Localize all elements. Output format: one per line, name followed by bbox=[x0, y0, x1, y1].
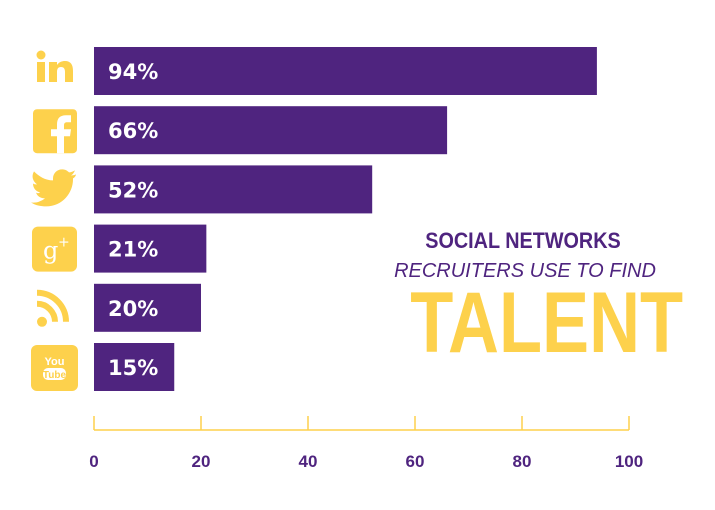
chart-headline: TALENT bbox=[410, 275, 684, 371]
chart-subtitle: RECRUITERS USE TO FIND bbox=[394, 260, 656, 282]
bar-facebook bbox=[94, 106, 448, 155]
twitter-icon bbox=[31, 169, 76, 207]
google-plus-icon: g + bbox=[32, 226, 77, 272]
bar-value-label: 15% bbox=[108, 356, 158, 380]
x-tick-label: 60 bbox=[406, 452, 425, 471]
facebook-icon bbox=[33, 109, 77, 154]
bar-value-label: 21% bbox=[108, 238, 158, 262]
svg-text:You: You bbox=[45, 356, 65, 368]
bar-google bbox=[94, 224, 207, 273]
x-tick-label: 100 bbox=[615, 452, 643, 471]
svg-text:Tube: Tube bbox=[43, 370, 67, 381]
chart-title: SOCIAL NETWORKS bbox=[425, 228, 621, 253]
youtube-icon: You Tube bbox=[31, 345, 78, 391]
svg-text:g: g bbox=[43, 237, 58, 265]
x-tick-label: 0 bbox=[89, 452, 98, 471]
bar-youtube bbox=[94, 343, 175, 391]
bar-linkedin bbox=[94, 47, 597, 95]
bar-value-label: 52% bbox=[108, 178, 158, 202]
bar-rss bbox=[94, 283, 201, 332]
x-tick-label: 40 bbox=[299, 452, 318, 471]
bar-value-label: 20% bbox=[108, 297, 158, 321]
bar-twitter bbox=[94, 165, 373, 214]
bar-value-label: 94% bbox=[108, 60, 158, 84]
x-tick-label: 80 bbox=[513, 452, 532, 471]
svg-text:+: + bbox=[58, 235, 70, 251]
x-tick-label: 20 bbox=[192, 452, 211, 471]
bar-value-label: 66% bbox=[108, 119, 158, 143]
rss-icon bbox=[36, 289, 69, 327]
linkedin-icon bbox=[36, 50, 73, 82]
